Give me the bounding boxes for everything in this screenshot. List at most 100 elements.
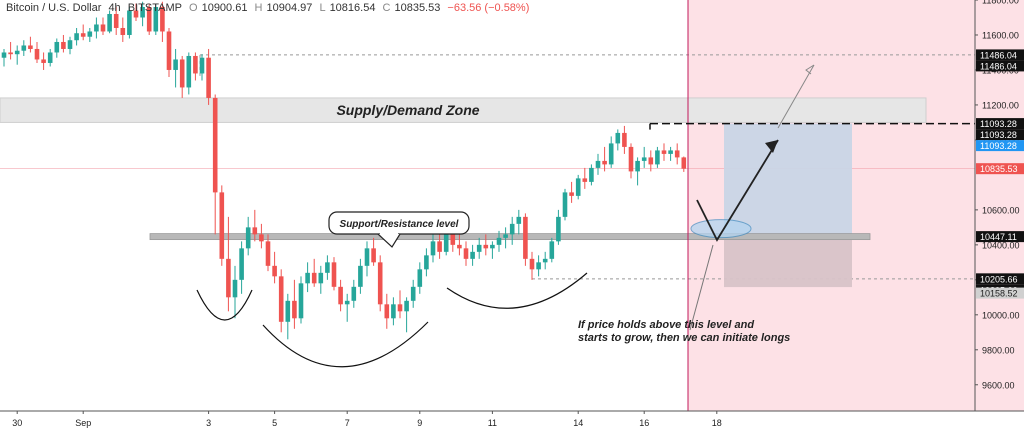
- candle-body: [186, 55, 192, 88]
- candle-body: [8, 52, 13, 55]
- candle-body: [542, 258, 548, 263]
- price-label-box: [976, 118, 1024, 130]
- candle-body: [292, 300, 297, 319]
- price-tick-label: 10600.00: [982, 205, 1020, 215]
- candle-body: [272, 265, 277, 277]
- open-value: 10900.61: [201, 2, 248, 14]
- price-label-text: 10158.52: [980, 289, 1018, 299]
- candle-body: [232, 279, 238, 298]
- candle-body: [457, 244, 462, 249]
- price-label-text: 11486.04: [980, 50, 1017, 60]
- candle-body: [635, 160, 640, 172]
- candle-body: [437, 241, 442, 252]
- candle-body: [410, 286, 416, 301]
- candle-body: [14, 50, 20, 55]
- low-label: L: [319, 2, 326, 14]
- candle-body: [179, 59, 185, 88]
- low-value: 10816.54: [329, 2, 376, 14]
- candle-body: [252, 227, 258, 235]
- candle-body: [529, 258, 535, 270]
- change-value: −63.56 (−0.58%): [447, 2, 530, 14]
- price-label-box: [976, 287, 1024, 299]
- candle-body: [681, 157, 687, 169]
- price-label-text: 11093.28: [980, 141, 1017, 151]
- candle-body: [311, 272, 317, 284]
- candle-body: [377, 262, 383, 305]
- entry-ellipse: [690, 219, 752, 239]
- curve-middle: [262, 321, 429, 368]
- candle-body: [67, 40, 73, 49]
- candle-body: [153, 6, 159, 32]
- candle-body: [463, 248, 469, 259]
- high-label: H: [254, 2, 263, 14]
- candle-body: [404, 300, 409, 312]
- candle-body: [589, 167, 594, 182]
- price-label-text: 11093.28: [980, 130, 1017, 140]
- sr-callout-tail: [377, 233, 401, 248]
- candle-body: [338, 286, 343, 305]
- exchange: BITSTAMP: [127, 2, 182, 14]
- candle-body: [28, 45, 33, 49]
- close-value: 10835.53: [394, 2, 441, 14]
- candle-body: [199, 57, 205, 74]
- price-label-box: [976, 273, 1024, 285]
- candle-body: [74, 33, 79, 41]
- candle-body: [100, 24, 106, 32]
- candle-body: [483, 244, 489, 249]
- candle-body: [509, 223, 515, 235]
- time-tick-label: 30: [12, 418, 22, 428]
- price-label-text: 11093.28: [980, 119, 1017, 129]
- candle-body: [245, 227, 251, 249]
- candle-body: [424, 255, 429, 270]
- candle-body: [41, 59, 46, 63]
- candle-body: [265, 241, 271, 266]
- price-label-text: 10447.11: [980, 232, 1017, 242]
- candle-body: [397, 304, 403, 312]
- target-box: [724, 123, 852, 237]
- price-label-box: [976, 49, 1024, 61]
- candle-body: [443, 230, 449, 252]
- price-label-box: [976, 163, 1024, 175]
- candle-body: [364, 248, 370, 266]
- candle-body: [318, 272, 324, 284]
- candle-body: [523, 216, 528, 259]
- candle-body: [351, 286, 357, 301]
- close-label: C: [382, 2, 391, 14]
- candle-body: [298, 283, 304, 319]
- candle-body: [146, 6, 152, 32]
- price-label-text: 11486.04: [980, 61, 1017, 71]
- projection-arrowhead: [765, 140, 778, 153]
- candles-group: [1, 1, 687, 340]
- price-label-box: [976, 231, 1024, 243]
- candle-body: [344, 300, 350, 305]
- price-label-box: [976, 60, 1024, 72]
- price-tick-label: 11600.00: [982, 30, 1019, 40]
- candle-body: [219, 192, 225, 259]
- price-tick-label: 11200.00: [982, 100, 1019, 110]
- time-tick-label: 11: [488, 418, 497, 428]
- candle-body: [536, 262, 541, 270]
- candle-body: [212, 97, 218, 193]
- candle-body: [278, 276, 284, 322]
- time-tick-label: 9: [417, 418, 422, 428]
- candle-body: [371, 248, 376, 263]
- price-label-text: 10835.53: [980, 164, 1018, 174]
- supply-demand-label: Supply/Demand Zone: [336, 102, 479, 118]
- symbol-header: Bitcoin / U.S. Dollar 4h BITSTAMP O 10900…: [6, 2, 533, 14]
- candle-body: [430, 241, 436, 256]
- candle-body: [549, 241, 555, 259]
- secondary-arrow: [777, 64, 815, 129]
- candle-body: [325, 262, 330, 273]
- candle-body: [562, 192, 568, 217]
- candle-body: [1, 52, 7, 58]
- candle-body: [127, 10, 132, 35]
- candle-body: [503, 234, 508, 238]
- candle-body: [358, 265, 363, 287]
- candle-body: [582, 178, 588, 182]
- candle-body: [47, 52, 53, 63]
- stop-box: [724, 236, 852, 288]
- interval: 4h: [108, 2, 121, 14]
- candle-body: [239, 248, 244, 280]
